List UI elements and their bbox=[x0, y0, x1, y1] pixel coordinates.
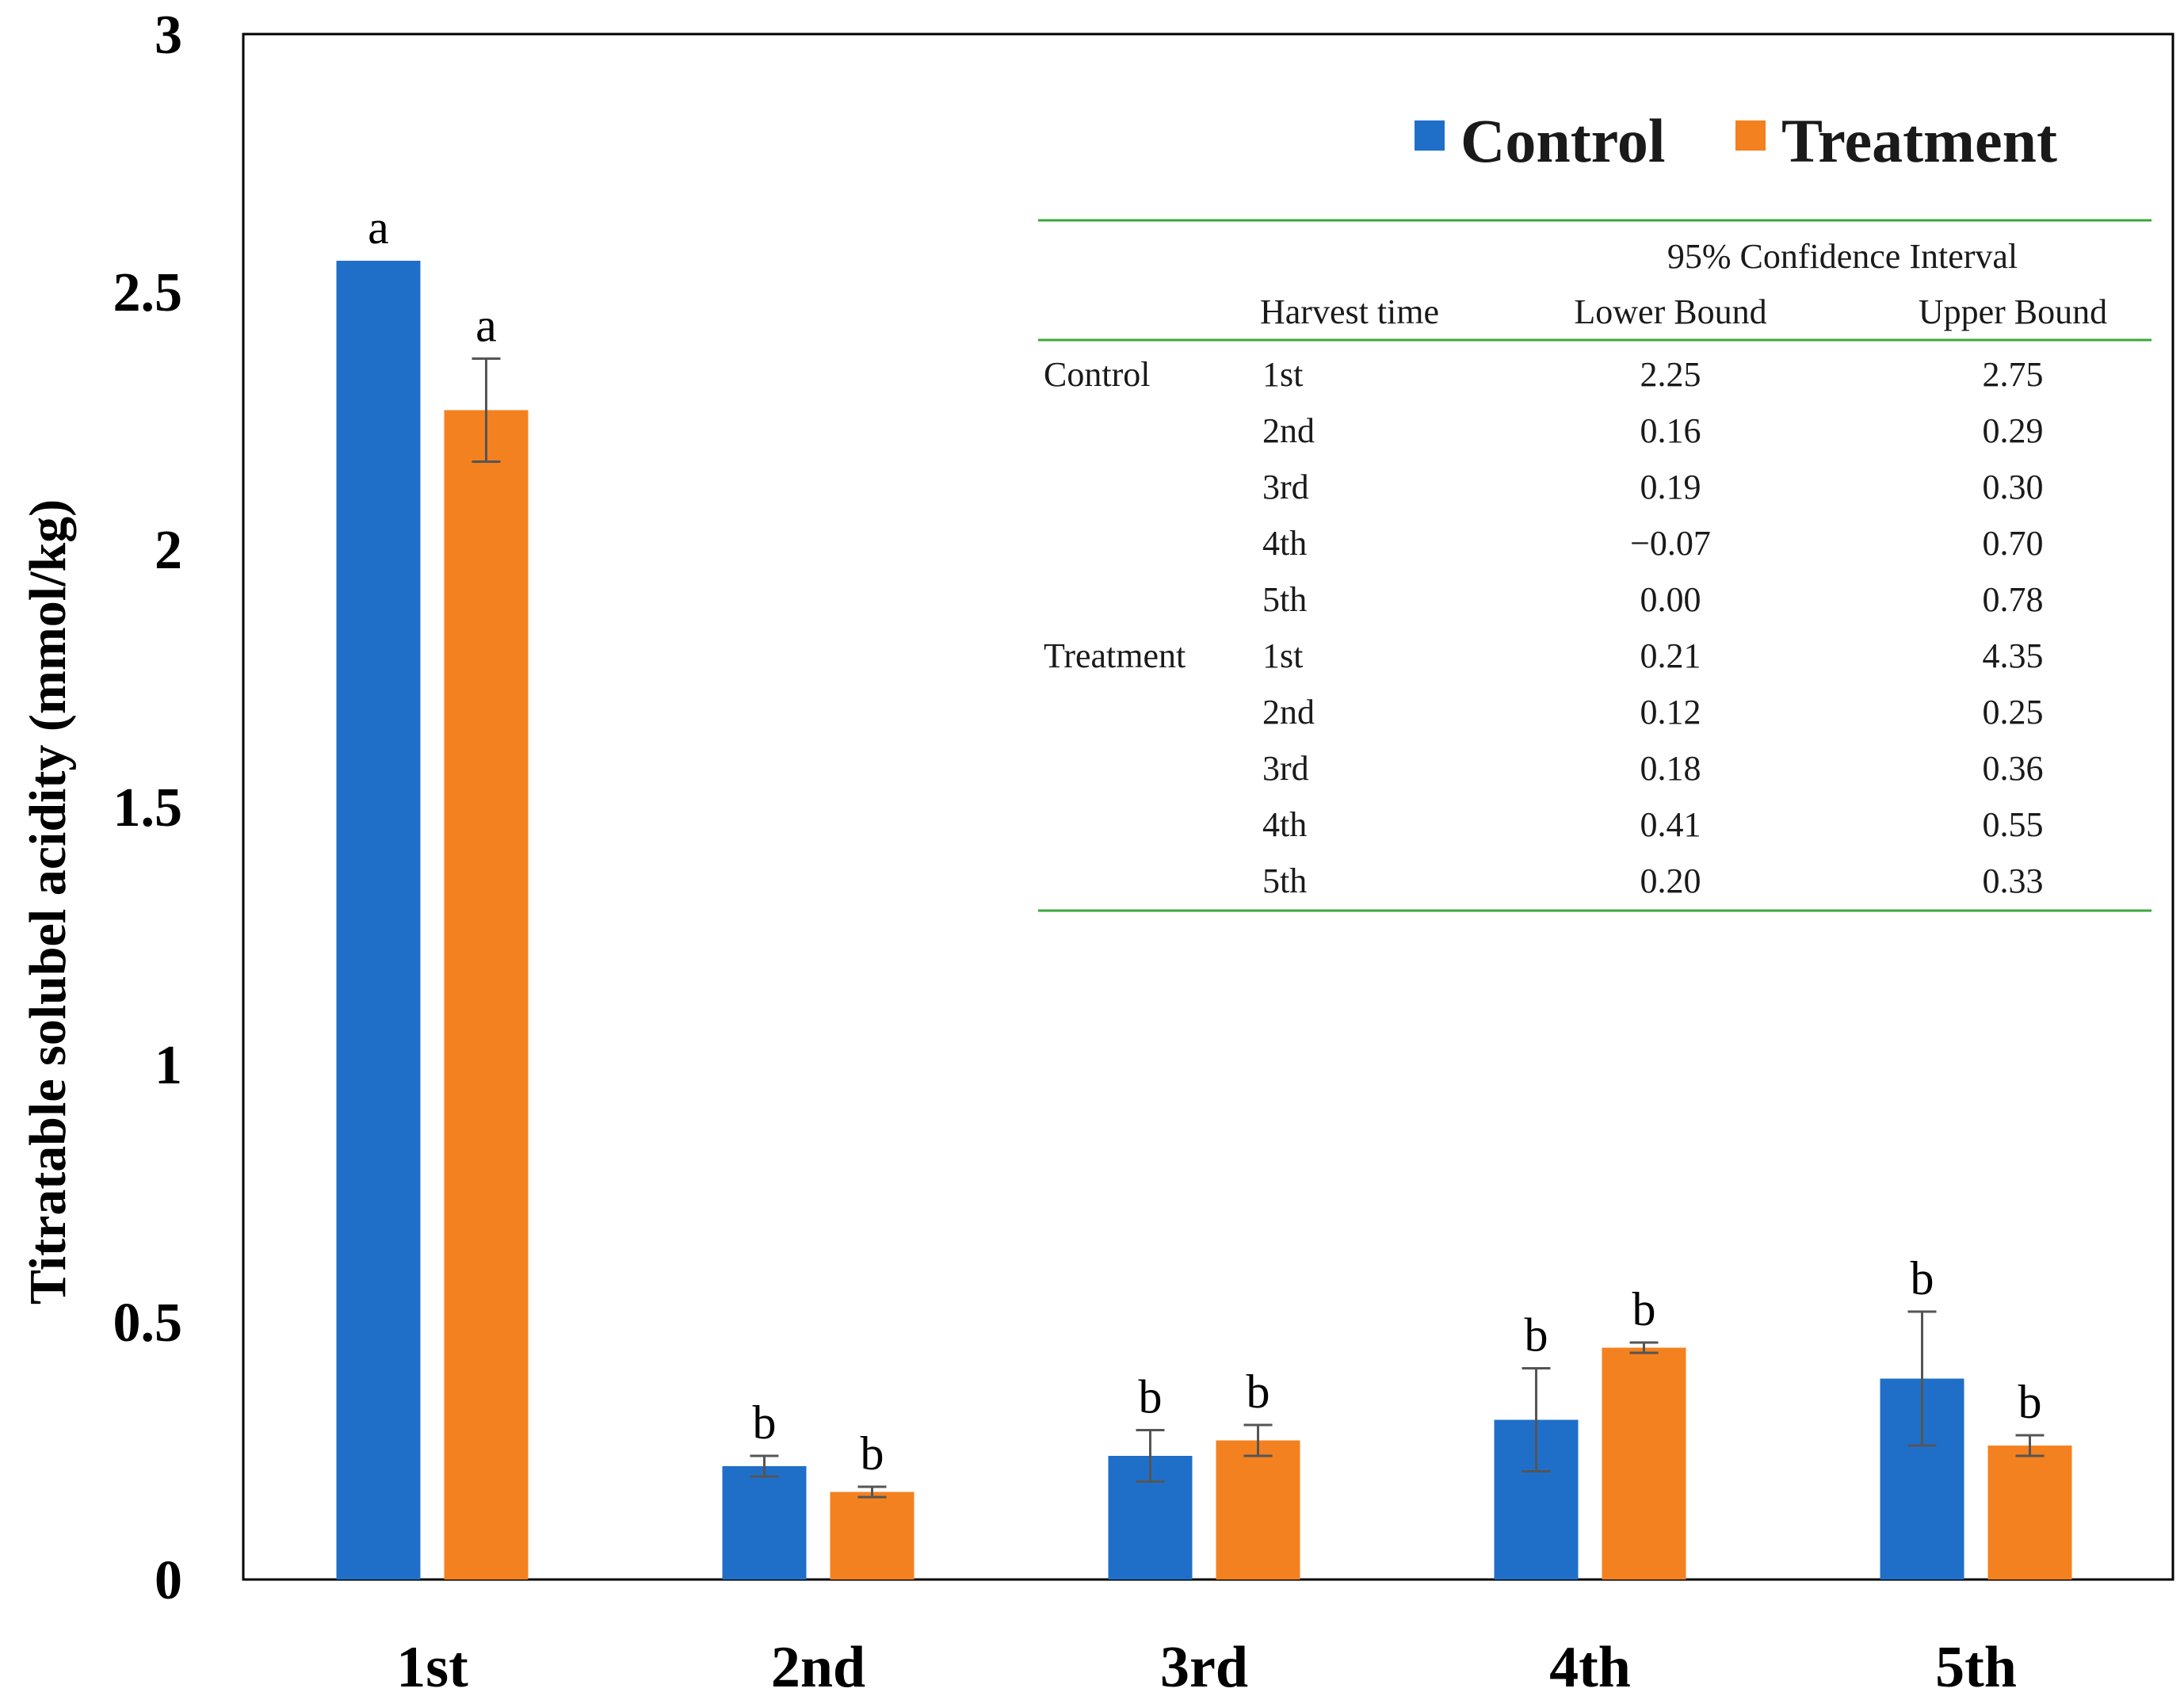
bar-treatment-1st bbox=[444, 410, 529, 1579]
table-cell-lower-bound: 0.19 bbox=[1640, 468, 1701, 506]
bar-treatment-2nd bbox=[830, 1492, 914, 1579]
table-cell-upper-bound: 0.78 bbox=[1983, 580, 2044, 619]
y-tick-label: 2 bbox=[155, 520, 182, 581]
table-title: 95% Confidence Interval bbox=[1667, 237, 2018, 276]
significance-letter: b bbox=[1525, 1309, 1548, 1362]
table-cell-upper-bound: 4.35 bbox=[1983, 636, 2044, 675]
table-cell-lower-bound: 0.12 bbox=[1640, 693, 1701, 731]
x-tick-label: 4th bbox=[1549, 1635, 1631, 1696]
table-cell-lower-bound: 0.16 bbox=[1640, 411, 1701, 450]
table-header-upper-bound: Upper Bound bbox=[1919, 292, 2107, 331]
table-cell-upper-bound: 0.33 bbox=[1983, 861, 2044, 900]
confidence-interval-table: 95% Confidence Interval Harvest time Lower… bbox=[1038, 219, 2152, 912]
legend-label-treatment: Treatment bbox=[1781, 106, 2057, 175]
bars-layer: a a b b b b b b b b bbox=[336, 201, 2072, 1579]
significance-letter: b bbox=[1911, 1252, 1934, 1304]
x-tick-label: 5th bbox=[1935, 1635, 2017, 1696]
table-cell-upper-bound: 0.30 bbox=[1983, 468, 2044, 506]
y-tick-label: 3 bbox=[155, 5, 182, 66]
table-group-label: Treatment bbox=[1044, 636, 1186, 675]
y-tick-label: 1 bbox=[155, 1035, 182, 1096]
legend-label-control: Control bbox=[1460, 106, 1666, 175]
table-cell-harvest-time: 5th bbox=[1262, 861, 1307, 900]
table-cell-harvest-time: 4th bbox=[1262, 524, 1307, 563]
significance-letter: b bbox=[2018, 1376, 2042, 1428]
bar-treatment-5th bbox=[1987, 1446, 2072, 1579]
table-cell-lower-bound: 0.21 bbox=[1640, 636, 1701, 675]
table-cell-harvest-time: 5th bbox=[1262, 580, 1307, 619]
table-cell-upper-bound: 0.29 bbox=[1983, 411, 2044, 450]
x-tick-label: 2nd bbox=[771, 1635, 865, 1696]
significance-letter: a bbox=[475, 300, 497, 352]
axes: 0 0.5 1 1.5 2 2.5 3 Titratable solubel acidity … bbox=[19, 5, 2174, 1696]
table-cell-lower-bound: −0.07 bbox=[1630, 524, 1711, 563]
table-cell-harvest-time: 2nd bbox=[1262, 693, 1315, 731]
table-header-lower-bound: Lower Bound bbox=[1574, 292, 1766, 331]
significance-letter: b bbox=[1632, 1283, 1656, 1335]
legend-swatch-treatment bbox=[1735, 120, 1766, 151]
table-group-label: Control bbox=[1044, 355, 1150, 394]
table-cell-lower-bound: 0.18 bbox=[1640, 749, 1701, 788]
bar-control-1st bbox=[336, 261, 421, 1579]
table-cell-upper-bound: 0.70 bbox=[1983, 524, 2044, 563]
table-cell-harvest-time: 3rd bbox=[1262, 468, 1309, 506]
bar-treatment-3rd bbox=[1216, 1440, 1300, 1579]
table-cell-lower-bound: 0.41 bbox=[1640, 805, 1701, 844]
table-cell-lower-bound: 2.25 bbox=[1640, 355, 1701, 394]
y-tick-label: 1.5 bbox=[113, 777, 183, 838]
table-cell-upper-bound: 0.55 bbox=[1983, 805, 2044, 844]
legend-swatch-control bbox=[1415, 120, 1445, 151]
table-cell-harvest-time: 4th bbox=[1262, 805, 1307, 844]
significance-letter: b bbox=[1139, 1371, 1163, 1423]
table-cell-upper-bound: 0.25 bbox=[1983, 693, 2044, 731]
significance-letter: b bbox=[1247, 1366, 1270, 1418]
legend: Control Treatment bbox=[1415, 106, 2057, 175]
significance-letter: a bbox=[368, 201, 389, 254]
x-tick-label: 1st bbox=[396, 1635, 468, 1696]
x-tick-label: 3rd bbox=[1160, 1635, 1248, 1696]
significance-letter: b bbox=[861, 1427, 884, 1480]
table-cell-harvest-time: 2nd bbox=[1262, 411, 1315, 450]
bar-control-2nd bbox=[722, 1466, 807, 1579]
table-cell-upper-bound: 0.36 bbox=[1983, 749, 2044, 788]
y-tick-label: 0.5 bbox=[113, 1293, 183, 1354]
table-cell-lower-bound: 0.00 bbox=[1640, 580, 1701, 619]
table-cell-harvest-time: 3rd bbox=[1262, 749, 1309, 788]
plot-frame bbox=[242, 32, 2174, 1581]
table-cell-harvest-time: 1st bbox=[1262, 355, 1303, 394]
y-tick-label: 0 bbox=[155, 1550, 182, 1611]
table-cell-upper-bound: 2.75 bbox=[1983, 355, 2044, 394]
y-axis-label: Titratable solubel acidity (mmol/kg) bbox=[19, 499, 77, 1304]
table-cell-harvest-time: 1st bbox=[1262, 636, 1303, 675]
table-cell-lower-bound: 0.20 bbox=[1640, 861, 1701, 900]
bar-treatment-4th bbox=[1602, 1347, 1686, 1579]
significance-letter: b bbox=[753, 1396, 777, 1449]
y-tick-label: 2.5 bbox=[113, 262, 183, 323]
table-header-harvest-time: Harvest time bbox=[1260, 292, 1439, 331]
